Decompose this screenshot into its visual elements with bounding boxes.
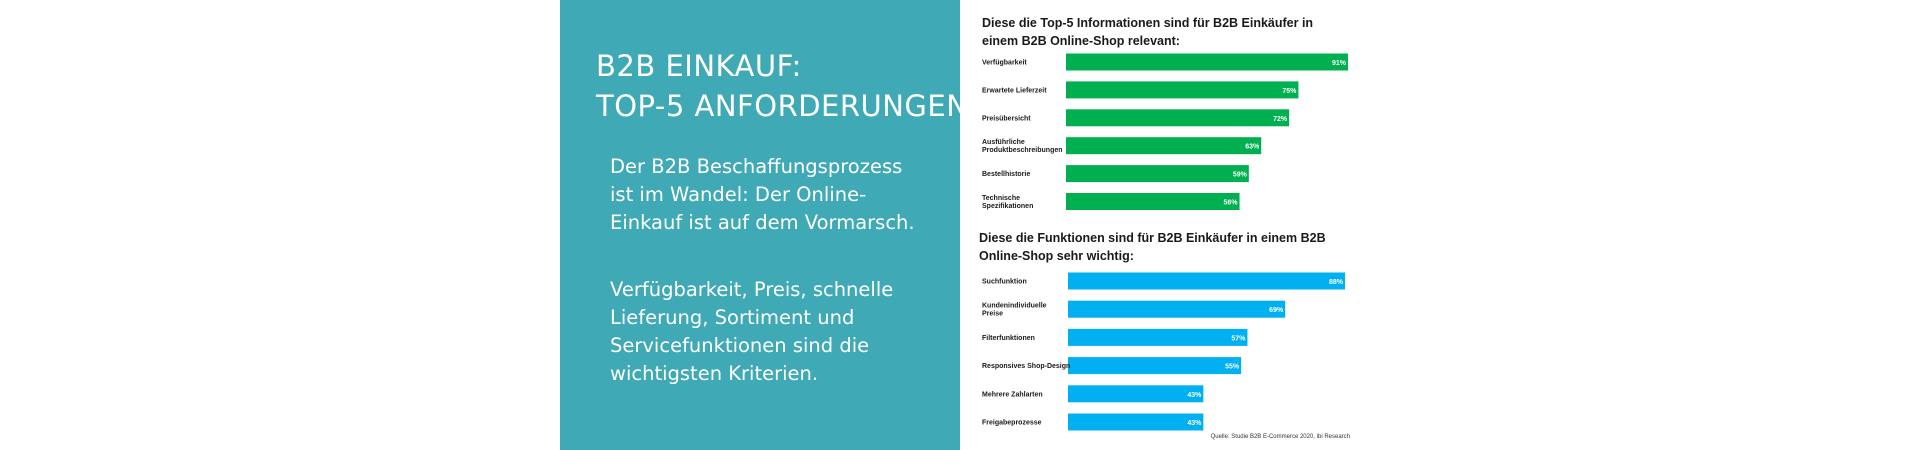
paragraph-line: ist im Wandel: Der Online-	[610, 183, 867, 206]
criteria-paragraph: Verfügbarkeit, Preis, schnelle Lieferung…	[610, 276, 940, 388]
paragraph-line: Lieferung, Sortiment und	[610, 306, 855, 329]
category-label: Suchfunktion	[982, 279, 1027, 286]
value-label: 63%	[1245, 144, 1260, 151]
chart-title-line: Diese die Top-5 Informationen sind für B…	[982, 16, 1314, 30]
value-label: 43%	[1187, 420, 1202, 427]
category-label: Mehrere Zahlarten	[982, 391, 1043, 398]
value-label: 55%	[1225, 364, 1240, 371]
paragraph-line: Verfügbarkeit, Preis, schnelle	[610, 278, 894, 301]
intro-paragraph: Der B2B Beschaffungsprozess ist im Wande…	[610, 153, 940, 237]
panel-title: B2B EINKAUF: TOP-5 ANFORDERUNGEN.	[596, 46, 979, 126]
value-label: 91%	[1332, 60, 1347, 67]
category-label: Kundenindividuelle Preise	[982, 303, 1047, 318]
category-label: Technische Spezifikationen	[982, 195, 1033, 210]
bar	[1066, 53, 1348, 71]
category-label: Responsives Shop-Design	[982, 363, 1070, 370]
paragraph-line: Einkauf ist auf dem Vormarsch.	[610, 211, 915, 234]
source-note: Quelle: Studie B2B E-Commerce 2020, ibi …	[1210, 434, 1350, 440]
paragraph-line: Servicefunktionen sind die	[610, 334, 870, 357]
chart-title-information: Diese die Top-5 Informationen sind für B…	[982, 14, 1342, 50]
chart-title-line: Online-Shop sehr wichtig:	[979, 249, 1134, 263]
paragraph-line: Der B2B Beschaffungsprozess	[610, 155, 903, 178]
bar	[1066, 109, 1290, 127]
value-label: 59%	[1233, 172, 1248, 179]
bar	[1066, 165, 1249, 183]
category-label: Filterfunktionen	[982, 335, 1035, 342]
bar	[1066, 193, 1240, 210]
bar	[1068, 272, 1345, 290]
category-label: Verfügbarkeit	[982, 60, 1027, 67]
panel-title-line: B2B EINKAUF:	[596, 49, 802, 83]
category-label: Bestellhistorie	[982, 171, 1030, 178]
chart-title-line: einem B2B Online-Shop relevant:	[982, 34, 1180, 48]
intro-panel: B2B EINKAUF: TOP-5 ANFORDERUNGEN. Der B2…	[560, 0, 979, 450]
bar	[1068, 385, 1204, 403]
bar	[1068, 328, 1248, 346]
category-label: Erwartete Lieferzeit	[982, 87, 1047, 94]
value-label: 43%	[1187, 392, 1202, 399]
chart-title-line: Diese die Funktionen sind für B2B Einkäu…	[979, 231, 1326, 245]
value-label: 72%	[1273, 116, 1288, 123]
bar	[1066, 81, 1299, 99]
category-label: Preisübersicht	[982, 115, 1031, 122]
value-label: 75%	[1282, 88, 1297, 95]
bar	[1068, 300, 1286, 318]
value-label: 88%	[1329, 279, 1344, 286]
paragraph-line: wichtigsten Kriterien.	[610, 362, 819, 385]
bar	[1066, 137, 1262, 155]
value-label: 69%	[1269, 307, 1284, 314]
value-label: 56%	[1224, 200, 1239, 207]
bar	[1068, 357, 1242, 375]
category-label: Ausführliche Produktbeschreibungen	[982, 139, 1063, 154]
panel-title-line: TOP-5 ANFORDERUNGEN.	[596, 89, 979, 123]
bar	[1068, 413, 1204, 431]
chart-title-functions: Diese die Funktionen sind für B2B Einkäu…	[979, 229, 1339, 265]
value-label: 57%	[1231, 335, 1246, 342]
category-label: Freigabeprozesse	[982, 420, 1042, 427]
